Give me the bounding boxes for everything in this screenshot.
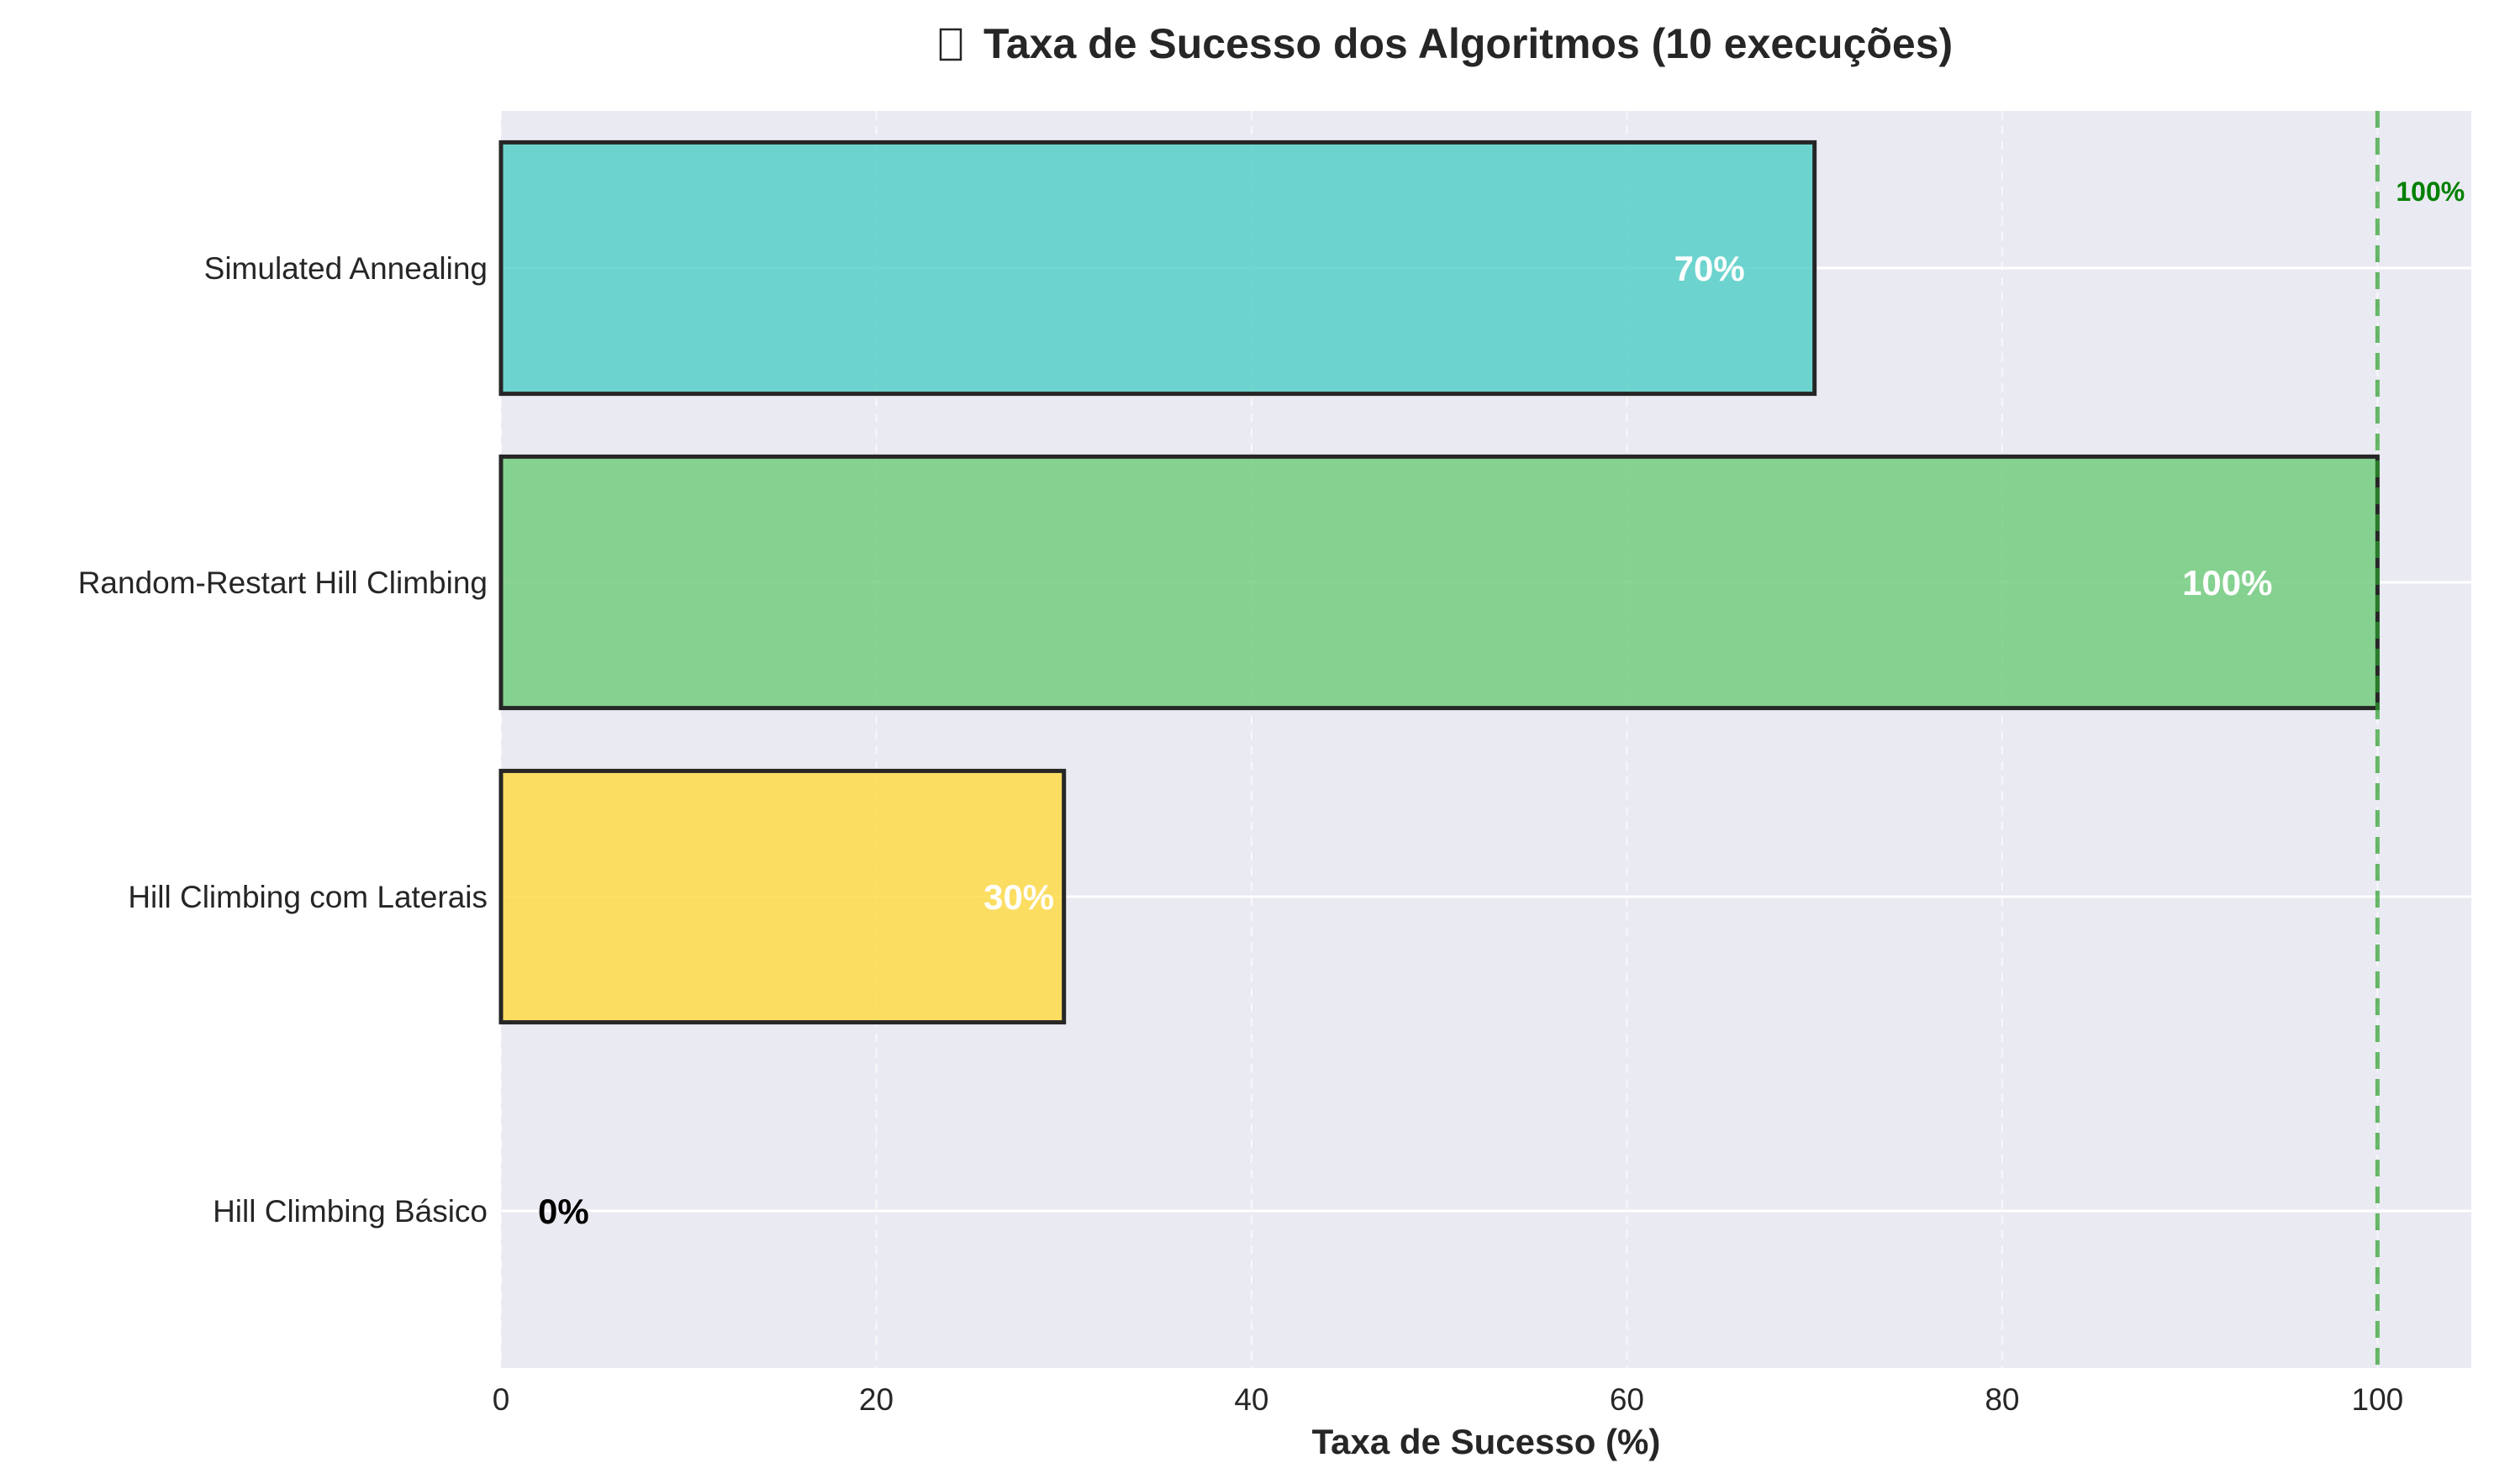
bar-data-label: 70% xyxy=(1674,249,1745,288)
x-tick-label: 100 xyxy=(2352,1382,2404,1417)
x-axis-label: Taxa de Sucesso (%) xyxy=(1312,1422,1661,1461)
y-tick-label: Hill Climbing Básico xyxy=(213,1194,488,1229)
bar-data-label: 100% xyxy=(2182,563,2272,603)
x-tick-label: 60 xyxy=(1610,1382,1644,1417)
chart-title-group: Taxa de Sucesso dos Algoritmos (10 execu… xyxy=(939,20,1953,67)
bar xyxy=(498,454,2380,711)
bar xyxy=(498,768,1067,1025)
x-tick-label: 20 xyxy=(859,1382,894,1417)
bars xyxy=(498,139,2380,1025)
y-tick-label: Simulated Annealing xyxy=(204,251,488,286)
x-tick-label: 80 xyxy=(1985,1382,2019,1417)
missing-glyph-icon xyxy=(939,28,962,61)
bar xyxy=(498,139,1817,397)
y-tick-labels: Hill Climbing Básico Hill Climbing com La… xyxy=(78,251,488,1229)
reference-line-label: 100% xyxy=(2396,176,2465,207)
bar-data-label: 0% xyxy=(538,1192,589,1231)
data-labels: 100% 0% 30% 100% 70% xyxy=(538,176,2465,1231)
chart-title: Taxa de Sucesso dos Algoritmos (10 execu… xyxy=(983,20,1953,67)
bar-data-label: 30% xyxy=(983,877,1054,917)
y-tick-label: Random-Restart Hill Climbing xyxy=(78,566,488,600)
y-tick-label: Hill Climbing com Laterais xyxy=(128,880,488,914)
x-tick-label: 0 xyxy=(493,1382,510,1417)
x-tick-label: 40 xyxy=(1234,1382,1268,1417)
x-tick-labels: 0 20 40 60 80 100 xyxy=(493,1382,2404,1417)
